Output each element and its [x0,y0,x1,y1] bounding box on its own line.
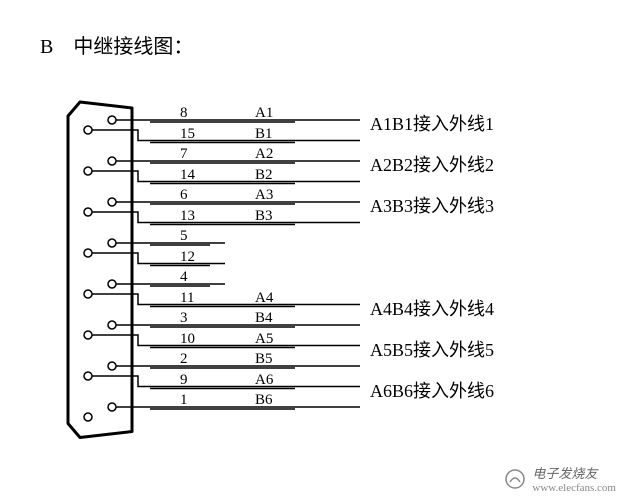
connector-svg [60,100,600,460]
external-line-label: A2B2接入外线2 [370,151,494,177]
pin-number: 8 [180,105,188,122]
external-line-label: A1B1接入外线1 [370,110,494,136]
signal-label: A3 [255,187,273,204]
watermark-url: www.elecfans.com [532,482,616,494]
external-line-label: A3B3接入外线3 [370,192,494,218]
pin-number: 2 [180,351,188,368]
pin-number: 12 [180,249,195,266]
signal-label: A4 [255,290,273,307]
external-line-label: A5B5接入外线5 [370,336,494,362]
pin-number: 10 [180,331,195,348]
signal-label: A2 [255,146,273,163]
signal-label: A1 [255,105,273,122]
external-line-label: A6B6接入外线6 [370,377,494,403]
watermark-brand: 电子发烧友 [532,463,597,482]
pin-number: 3 [180,310,188,327]
pin-number: 6 [180,187,188,204]
watermark: 电子发烧友 www.elecfans.com [504,463,616,494]
diagram-title: B 中继接线图： [40,30,193,59]
watermark-icon [504,468,526,490]
signal-label: B3 [255,208,273,225]
pin-number: 15 [180,126,195,143]
signal-label: A5 [255,331,273,348]
pin-number: 14 [180,167,195,184]
signal-label: B4 [255,310,273,327]
wiring-diagram: 8A1A1B1接入外线115B17A2A2B2接入外线214B26A3A3B3接… [60,100,600,470]
pin-number: 4 [180,269,188,286]
external-line-label: A4B4接入外线4 [370,295,494,321]
signal-label: B6 [255,392,273,409]
signal-label: B5 [255,351,273,368]
pin-number: 1 [180,392,188,409]
signal-label: B2 [255,167,273,184]
pin-number: 11 [180,290,194,307]
signal-label: B1 [255,126,273,143]
signal-label: A6 [255,372,273,389]
pin-number: 13 [180,208,195,225]
pin-number: 5 [180,228,188,245]
pin-number: 9 [180,372,188,389]
pin-number: 7 [180,146,188,163]
